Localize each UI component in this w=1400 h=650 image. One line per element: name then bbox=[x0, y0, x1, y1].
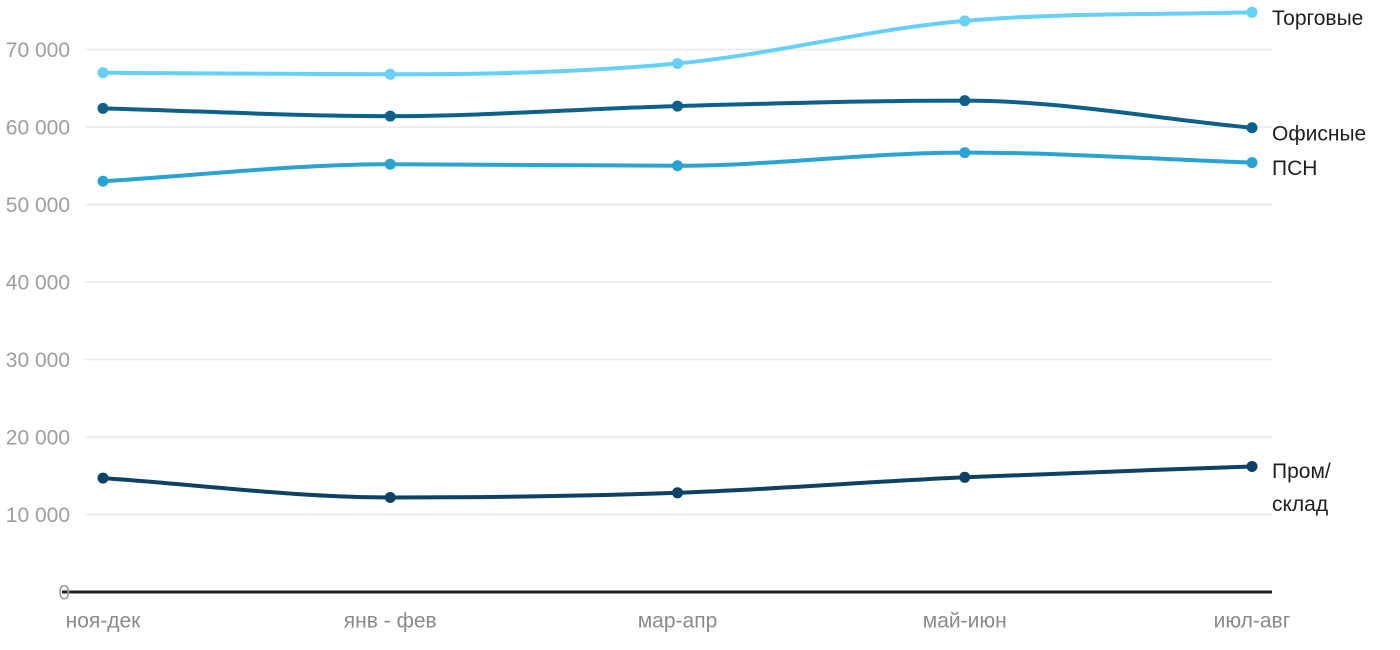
data-point-psn[interactable] bbox=[1246, 157, 1258, 169]
x-tick-label: май-июн bbox=[923, 610, 1007, 633]
data-point-psn[interactable] bbox=[97, 175, 109, 187]
y-tick-label: 30 000 bbox=[6, 349, 70, 372]
legend-label-psn: ПСН bbox=[1272, 157, 1317, 180]
y-tick-label: 20 000 bbox=[6, 427, 70, 450]
data-point-prom-sklad[interactable] bbox=[1246, 460, 1258, 472]
x-tick-label: янв - фев bbox=[344, 610, 437, 633]
data-point-ofisnye[interactable] bbox=[959, 95, 971, 107]
x-tick-label: мар-апр bbox=[638, 610, 718, 633]
data-point-ofisnye[interactable] bbox=[97, 102, 109, 114]
data-point-torgovye[interactable] bbox=[672, 57, 683, 69]
x-tick-label: июл-авг bbox=[1214, 610, 1291, 633]
data-point-prom-sklad[interactable] bbox=[959, 471, 971, 483]
x-tick-label: ноя-дек bbox=[66, 610, 142, 633]
data-point-prom-sklad[interactable] bbox=[672, 487, 683, 499]
data-point-ofisnye[interactable] bbox=[384, 110, 396, 122]
data-point-ofisnye[interactable] bbox=[1246, 122, 1258, 134]
data-point-psn[interactable] bbox=[384, 158, 396, 170]
y-tick-label: 0 bbox=[58, 582, 70, 605]
data-point-psn[interactable] bbox=[959, 147, 971, 159]
y-tick-label: 50 000 bbox=[6, 194, 70, 217]
y-tick-label: 40 000 bbox=[6, 272, 70, 295]
legend-label-ofisnye: Офисные bbox=[1272, 122, 1366, 145]
data-point-torgovye[interactable] bbox=[1246, 6, 1258, 18]
legend-label-prom-sklad: склад bbox=[1272, 493, 1328, 516]
data-point-prom-sklad[interactable] bbox=[97, 472, 109, 484]
y-tick-label: 10 000 bbox=[6, 504, 70, 527]
data-point-ofisnye[interactable] bbox=[672, 100, 683, 112]
data-point-psn[interactable] bbox=[672, 160, 683, 172]
y-tick-label: 60 000 bbox=[6, 117, 70, 140]
data-point-torgovye[interactable] bbox=[384, 68, 396, 80]
y-tick-label: 70 000 bbox=[6, 39, 70, 62]
data-point-torgovye[interactable] bbox=[97, 67, 109, 79]
legend-label-prom-sklad: Пром/ bbox=[1272, 460, 1331, 483]
legend-label-torgovye: Торговые bbox=[1272, 7, 1363, 30]
data-point-torgovye[interactable] bbox=[959, 15, 971, 27]
data-point-prom-sklad[interactable] bbox=[384, 491, 396, 503]
